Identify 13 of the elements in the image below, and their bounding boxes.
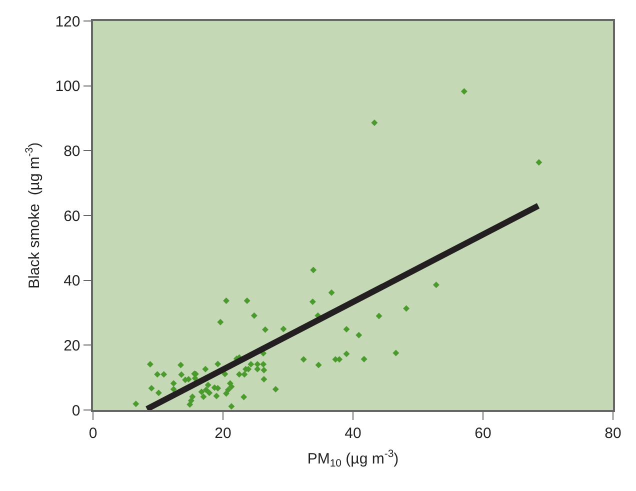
x-tick-label: 0 [88, 424, 98, 442]
x-tick-label: 40 [344, 424, 362, 442]
y-tick-label: 80 [64, 142, 80, 160]
x-axis-title: PM$_{10}$ (µg m$^{-3}$) [307, 448, 399, 470]
y-tick-label: 40 [64, 272, 80, 290]
x-tick-label: 80 [604, 424, 622, 442]
y-tick-label: 60 [64, 208, 80, 225]
y-tick-label: 120 [55, 13, 80, 30]
y-tick-label: 100 [55, 78, 80, 96]
y-tick-label: 0 [72, 402, 80, 420]
x-tick-label: 20 [214, 424, 232, 442]
y-tick-label: 20 [64, 337, 80, 354]
x-tick-label: 60 [474, 424, 492, 442]
